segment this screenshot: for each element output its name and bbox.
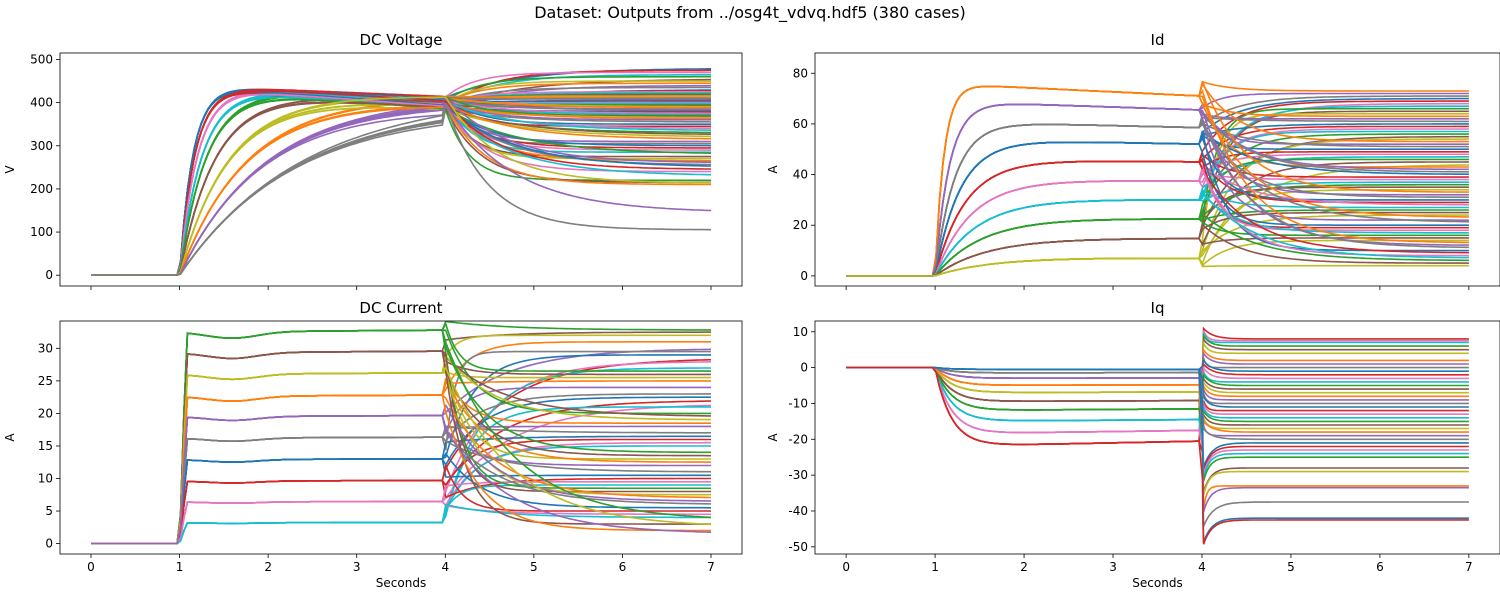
x-tick-label: 4 [1198, 560, 1206, 574]
y-tick-label: -20 [788, 432, 808, 446]
series-line [846, 366, 1469, 493]
panel-dc-current: DC Current 0 1 2 3 4 5 6 7 0 5 10 15 20 25 30 A Seconds [3, 299, 743, 590]
x-tick-label: 7 [1465, 560, 1473, 574]
y-tick-label: 15 [38, 439, 53, 453]
x-tick-label: 5 [1287, 560, 1295, 574]
panel-title-iq: Iq [1151, 299, 1165, 317]
y-tick-label: 40 [793, 168, 808, 182]
series-line [91, 394, 711, 545]
series-line [91, 104, 711, 276]
y-tick-label: 0 [45, 268, 53, 282]
series-line [846, 85, 1469, 277]
x-axis-label: Seconds [1132, 576, 1182, 590]
panel-title-id: Id [1151, 31, 1165, 49]
y-tick-label: 10 [38, 472, 53, 486]
series-line [846, 366, 1469, 482]
series-group [846, 326, 1469, 545]
series-group [846, 80, 1469, 277]
x-tick-label: 2 [1020, 560, 1028, 574]
series-line [91, 365, 712, 545]
series-line [846, 120, 1469, 277]
panel-id: Id 0 20 40 60 80 A [766, 31, 1500, 290]
x-tick-label: 3 [1109, 560, 1117, 574]
series-line [91, 329, 712, 545]
series-line [91, 500, 711, 545]
series-line [91, 90, 711, 276]
series-line [846, 366, 1469, 478]
y-tick-label: -40 [788, 504, 808, 518]
series-line [91, 429, 712, 545]
x-tick-label: 6 [619, 560, 627, 574]
y-axis-label: A [3, 433, 17, 442]
y-tick-label: -10 [788, 396, 808, 410]
series-line [846, 366, 1469, 510]
y-axis-label: A [766, 433, 780, 442]
series-line [846, 366, 1469, 496]
x-tick-label: 1 [176, 560, 184, 574]
series-line [91, 452, 711, 545]
x-tick-label: 1 [931, 560, 939, 574]
series-line [846, 211, 1469, 277]
axes-frame [814, 320, 1500, 555]
y-tick-label: 5 [45, 504, 53, 518]
y-tick-label: 30 [38, 341, 53, 355]
x-tick-label: 6 [1376, 560, 1384, 574]
axes-frame [59, 52, 743, 287]
x-tick-label: 4 [441, 560, 449, 574]
series-line [91, 90, 711, 276]
y-tick-label: 200 [30, 182, 53, 196]
series-group [91, 321, 712, 545]
series-line [91, 414, 712, 545]
series-line [846, 366, 1469, 475]
axes-frame [59, 320, 743, 555]
series-line [91, 93, 711, 276]
y-tick-label: 25 [38, 374, 53, 388]
panel-iq: Iq 0 1 2 3 4 5 6 7 -50 -40 -30 -20 -10 0 10 A Seconds [766, 299, 1500, 590]
x-tick-label: 0 [87, 560, 95, 574]
series-line [91, 96, 711, 276]
y-tick-label: -30 [788, 468, 808, 482]
series-line [91, 103, 711, 276]
y-tick-label: 500 [30, 52, 53, 66]
y-tick-label: 20 [38, 406, 53, 420]
y-tick-label: 0 [800, 269, 808, 283]
series-line [846, 366, 1469, 543]
series-line [91, 103, 712, 276]
series-line [846, 130, 1469, 277]
y-tick-label: -50 [788, 540, 808, 554]
panel-title-dc-voltage: DC Voltage [359, 31, 442, 49]
x-tick-label: 0 [842, 560, 850, 574]
y-tick-label: 0 [45, 537, 53, 551]
x-tick-label: 5 [530, 560, 538, 574]
y-tick-label: 20 [793, 218, 808, 232]
panel-title-dc-current: DC Current [359, 299, 442, 317]
series-line [846, 366, 1469, 513]
y-tick-label: 100 [30, 225, 53, 239]
y-tick-label: 80 [793, 66, 808, 80]
y-tick-label: 300 [30, 139, 53, 153]
panel-dc-voltage: DC Voltage 0 100 200 300 400 500 V [3, 31, 743, 290]
axes-frame [814, 52, 1500, 287]
y-axis-label: V [3, 165, 17, 174]
series-line [846, 366, 1469, 527]
y-tick-label: 60 [793, 117, 808, 131]
series-line [846, 160, 1469, 277]
y-axis-label: A [766, 165, 780, 174]
y-tick-label: 400 [30, 96, 53, 110]
x-tick-label: 2 [264, 560, 272, 574]
x-tick-label: 7 [707, 560, 715, 574]
series-line [846, 223, 1469, 277]
series-line [91, 503, 711, 545]
x-axis-label: Seconds [376, 576, 426, 590]
series-line [91, 101, 711, 276]
series-line [846, 366, 1469, 545]
series-group [91, 68, 712, 276]
y-tick-label: 10 [793, 325, 808, 339]
figure-suptitle: Dataset: Outputs from ../osg4t_vdvq.hdf5… [534, 3, 966, 23]
series-line [846, 190, 1469, 277]
series-line [846, 257, 1469, 277]
x-tick-label: 3 [353, 560, 361, 574]
y-tick-label: 0 [800, 361, 808, 375]
